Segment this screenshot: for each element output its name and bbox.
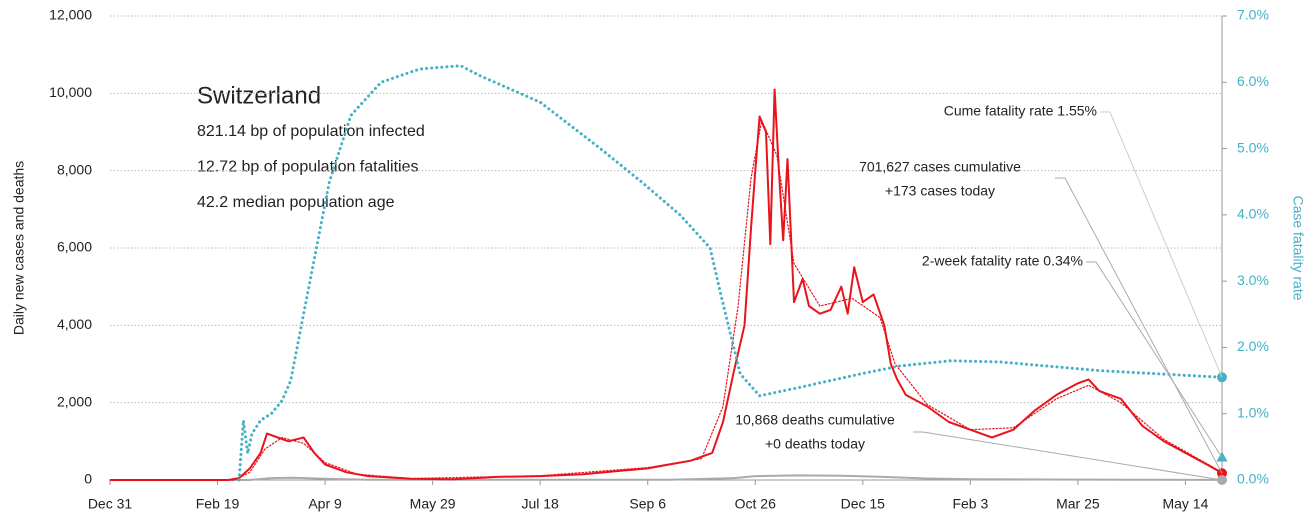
end-marker (1216, 451, 1228, 462)
y-axis-label: Daily new cases and deaths (11, 161, 27, 335)
y-tick-label: 12,000 (49, 7, 92, 23)
y2-tick-label: 2.0% (1237, 338, 1269, 354)
x-tick-label: Dec 15 (841, 496, 886, 512)
info-line: 821.14 bp of population infected (197, 123, 425, 140)
y2-tick-label: 1.0% (1237, 404, 1269, 420)
y-tick-label: 10,000 (49, 84, 92, 100)
x-tick-label: Dec 31 (88, 496, 133, 512)
leader-line (913, 431, 1223, 481)
y-tick-label: 8,000 (57, 161, 92, 177)
y2-tick-label: 5.0% (1237, 139, 1269, 155)
annotation: +173 cases today (885, 183, 995, 199)
y-tick-label: 2,000 (57, 393, 92, 409)
x-tick-label: May 29 (410, 496, 456, 512)
x-tick-label: Sep 6 (629, 496, 666, 512)
leader-line (1086, 261, 1223, 458)
x-tick-label: Feb 3 (952, 496, 988, 512)
annotation: 2-week fatality rate 0.34% (922, 253, 1083, 269)
y2-tick-label: 7.0% (1237, 7, 1269, 23)
annotation: 701,627 cases cumulative (859, 159, 1021, 175)
y2-tick-label: 4.0% (1237, 206, 1269, 222)
x-tick-label: Apr 9 (308, 496, 342, 512)
annotation: +0 deaths today (765, 436, 865, 452)
country-title: Switzerland (197, 82, 321, 109)
info-line: 12.72 bp of population fatalities (197, 159, 419, 176)
leader-line (1055, 177, 1223, 474)
x-tick-label: Jul 18 (521, 496, 559, 512)
leader-line (1100, 111, 1223, 378)
y2-tick-label: 3.0% (1237, 272, 1269, 288)
info-line: 42.2 median population age (197, 194, 395, 211)
y2-tick-label: 0.0% (1237, 471, 1269, 487)
series-line (110, 474, 1223, 481)
y-tick-label: 4,000 (57, 316, 92, 332)
x-tick-label: Oct 26 (735, 496, 776, 512)
y2-axis-label: Case fatality rate (1290, 195, 1306, 300)
annotation: 10,868 deaths cumulative (735, 412, 895, 428)
y-tick-label: 6,000 (57, 239, 92, 255)
x-tick-label: May 14 (1162, 496, 1208, 512)
series-line (110, 88, 1223, 481)
y-tick-label: 0 (84, 471, 92, 487)
x-tick-label: Feb 19 (196, 496, 240, 512)
y2-tick-label: 6.0% (1237, 73, 1269, 89)
x-tick-label: Mar 25 (1056, 496, 1100, 512)
annotation: Cume fatality rate 1.55% (944, 103, 1097, 119)
